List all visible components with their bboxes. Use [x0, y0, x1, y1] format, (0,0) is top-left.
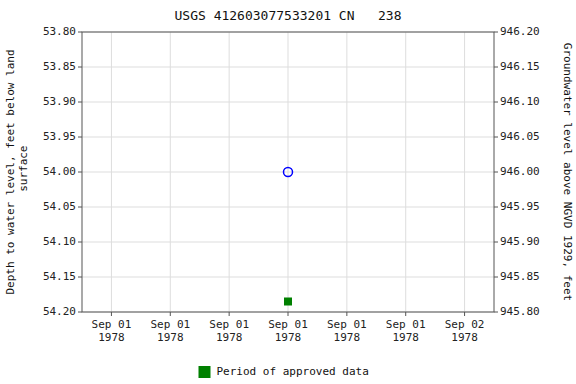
tick-label: 53.80	[43, 25, 76, 38]
y-axis: 53.80 53.85 53.90 53.95 54.00 54.05 54.10 54.15…	[43, 25, 82, 318]
tick-label: Sep 011978	[150, 318, 190, 344]
tick	[170, 312, 171, 316]
tick-label: 946.10	[500, 95, 540, 108]
point	[285, 298, 292, 305]
grid-line	[464, 32, 465, 312]
tick	[494, 137, 498, 138]
tick-label: 53.95	[43, 130, 76, 143]
tick	[78, 32, 82, 33]
tick	[78, 172, 82, 173]
tick-label: 946.00	[500, 165, 540, 178]
legend: Period of approved data	[199, 365, 369, 378]
tick	[346, 312, 347, 316]
tick	[111, 312, 112, 316]
tick-label: Sep 011978	[327, 318, 367, 344]
plot-frame	[82, 32, 494, 312]
chart: 53.80 53.85 53.90 53.95 54.00 54.05 54.10 54.15…	[0, 0, 576, 384]
tick-label: 54.20	[43, 305, 76, 318]
tick	[78, 102, 82, 103]
legend-label: Period of approved data	[217, 365, 369, 378]
tick	[78, 67, 82, 68]
tick	[78, 207, 82, 208]
tick	[78, 277, 82, 278]
tick	[494, 242, 498, 243]
tick	[78, 312, 82, 313]
grid-line	[170, 32, 171, 312]
tick	[494, 312, 498, 313]
tick-label: 945.80	[500, 305, 540, 318]
grid-line	[405, 32, 406, 312]
tick	[494, 67, 498, 68]
tick-label: 54.10	[43, 235, 76, 248]
tick-label: Sep 011978	[386, 318, 426, 344]
tick-label: 946.05	[500, 130, 540, 143]
tick-label: Sep 021978	[445, 318, 485, 344]
point	[284, 168, 293, 177]
tick-label: Sep 011978	[209, 318, 249, 344]
tick	[494, 277, 498, 278]
tick-label: 53.90	[43, 95, 76, 108]
y2-axis: 946.20 946.15 946.10 946.05 946.00 945.95 945.…	[494, 25, 540, 318]
series	[284, 168, 293, 177]
tick-label: Sep 011978	[268, 318, 308, 344]
title: USGS 412603077533201 CN 238	[175, 8, 402, 23]
tick	[288, 312, 289, 316]
grid-line	[288, 32, 289, 312]
tick-label: 945.85	[500, 270, 540, 283]
y2-axis-label: Groundwater level above NGVD 1929, feet	[561, 43, 574, 301]
y-axis-label: Depth to water level, feet below land su…	[4, 49, 30, 294]
tick	[494, 102, 498, 103]
tick-label: 54.15	[43, 270, 76, 283]
grid-line	[229, 32, 230, 312]
tick	[464, 312, 465, 316]
background	[0, 0, 576, 384]
tick	[494, 32, 498, 33]
marks	[284, 168, 293, 306]
tick	[494, 172, 498, 173]
tick	[229, 312, 230, 316]
tick-label: 946.20	[500, 25, 540, 38]
tick-label: 945.95	[500, 200, 540, 213]
tick-label: 53.85	[43, 60, 76, 73]
grid-line	[346, 32, 347, 312]
grid-line	[111, 32, 112, 312]
tick-label: 54.05	[43, 200, 76, 213]
grid	[82, 32, 494, 312]
x-axis: Sep 011978 Sep 011978 Sep 011978 Sep 011978…	[92, 312, 485, 344]
tick-label: 54.00	[43, 165, 76, 178]
tick	[78, 137, 82, 138]
legend-swatch	[199, 366, 211, 378]
tick	[405, 312, 406, 316]
tick	[494, 207, 498, 208]
tick-label: Sep 011978	[92, 318, 132, 344]
tick-label: 946.15	[500, 60, 540, 73]
series	[285, 298, 292, 305]
tick-label: 945.90	[500, 235, 540, 248]
tick	[78, 242, 82, 243]
